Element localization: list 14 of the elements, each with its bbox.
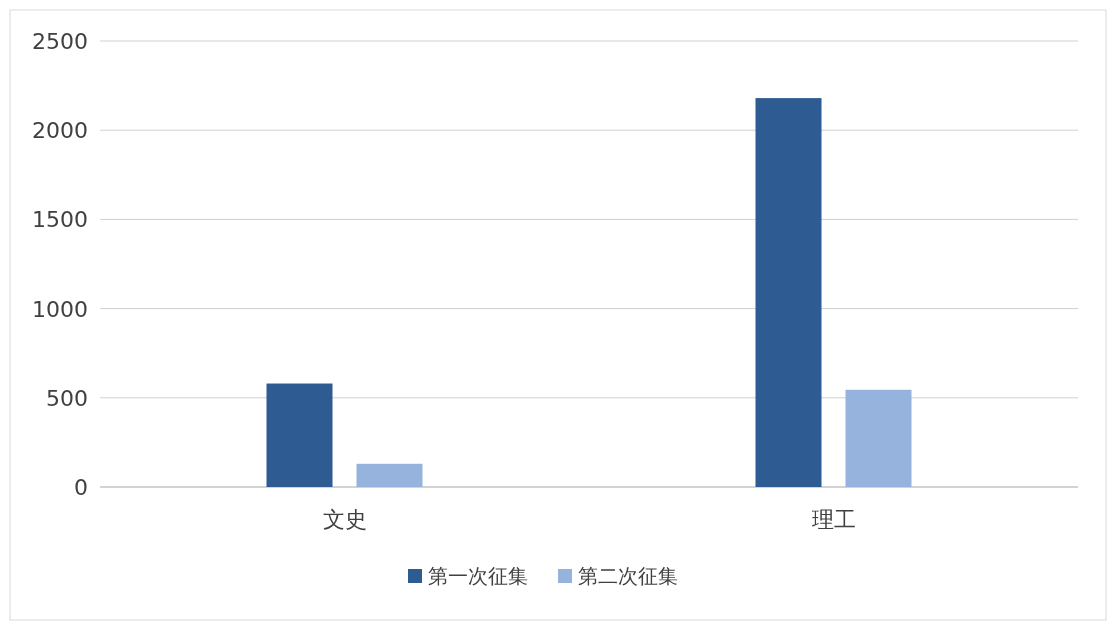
y-tick-label: 1500 (32, 207, 88, 233)
bar (266, 383, 333, 487)
y-tick-label: 500 (46, 385, 88, 411)
y-tick-label: 2000 (32, 118, 88, 144)
x-tick-label: 理工 (811, 507, 856, 532)
legend-label: 第二次征集 (578, 564, 678, 588)
y-tick-label: 0 (74, 475, 88, 500)
bar (845, 389, 912, 487)
x-tick-label: 文史 (322, 507, 367, 532)
y-tick-label: 2500 (32, 29, 88, 54)
y-tick-label: 1000 (32, 296, 88, 322)
bar (356, 463, 423, 487)
legend-label: 第一次征集 (428, 564, 528, 588)
bar (755, 98, 822, 487)
